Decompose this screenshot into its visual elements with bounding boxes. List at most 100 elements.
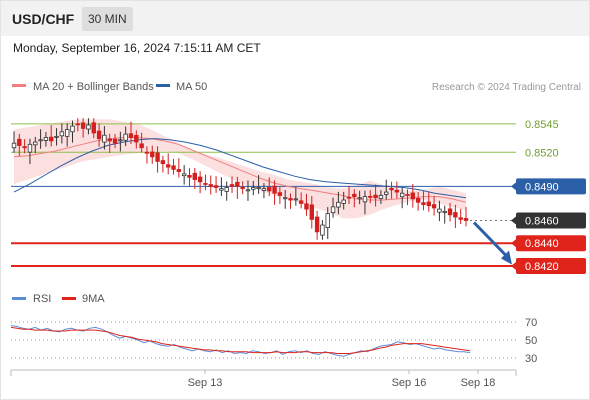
candle-body [27,143,33,153]
candle-body [458,217,463,220]
candle-body [160,160,166,165]
candle-body [405,194,410,196]
rsi-line [10,325,471,357]
level-tag-pointer-0-8460 [511,216,516,225]
candle-body [123,133,128,141]
candle-body [38,139,43,142]
ma9-legend-swatch [62,297,76,300]
candle-body [442,210,447,213]
ma20-legend-swatch [12,84,26,87]
candle-body [219,188,224,191]
candle-body [352,193,357,198]
candle-body [330,206,336,214]
candle-body [394,189,400,193]
candle-body [235,181,240,187]
candle-body [384,191,389,195]
candle-body [213,185,219,188]
forecast-arrow-shaft [472,221,509,258]
price-plot: 0.8545 0.8520 0.8490 0.8460 0.8440 0.8420 [11,118,586,274]
candle-body [144,151,150,154]
credit-text: Research © 2024 Trading Central [432,82,581,93]
level-label-0-8460: 0.8460 [525,215,559,227]
candle-body [357,197,362,200]
candle-body [91,122,96,134]
rsi-ma9-line [10,326,471,354]
candle-body [336,201,341,208]
candle-body [128,133,134,138]
candle-body [86,124,91,130]
candle-body [22,146,27,149]
candle-body [298,200,304,204]
candle-body [107,138,112,142]
rsi-legend-swatch [12,297,26,300]
candle-body [309,204,314,220]
candle-body [224,187,229,192]
level-tag-pointer-0-8420 [511,261,516,270]
candle-body [410,192,416,200]
rsi-legend-label: RSI [33,293,51,305]
candle-body [49,136,54,142]
candle-body [415,197,421,203]
candle-body [389,188,394,191]
candle-body [320,224,325,236]
candle-body [171,165,176,170]
candle-body [251,187,256,190]
level-label-0-8440: 0.8440 [525,238,559,250]
candle-body [245,189,251,192]
candle-body [325,213,330,229]
candle-body [59,131,65,137]
candle-body [362,196,368,203]
candle-body [267,187,272,192]
timeframe-button[interactable]: 30 MIN [82,7,133,31]
candle-body [447,208,453,216]
candle-body [256,187,261,189]
level-tag-0-8490 [516,178,586,195]
symbol-title: USD/CHF [12,11,75,27]
candle-body [378,195,384,200]
level-tag-0-8440 [516,235,586,252]
level-tag-pointer-0-8490 [511,182,516,191]
candle-body [314,216,320,233]
x-tick-label-sep18: Sep 18 [461,377,496,389]
candle-body [282,197,288,200]
candle-body [181,173,187,177]
candle-body [304,203,309,210]
candle-body [229,184,235,187]
candle-body [150,151,155,158]
level-label-0-8545: 0.8545 [525,119,559,131]
candle-body [192,172,197,180]
ma50-line [13,138,467,199]
candle-body [11,142,17,149]
candle-body [399,192,405,198]
candle-body [431,204,437,209]
candle-body [187,174,192,178]
candle-body [368,195,373,198]
x-tick-label-sep16: Sep 16 [392,377,427,389]
candle-body [64,129,70,137]
candle-body [346,196,352,199]
candle-body [293,198,299,201]
level-label-0-8520: 0.8520 [525,147,559,159]
rsi-plot: 70 50 30 [10,317,537,365]
candle-body [176,169,182,173]
candle-body [17,138,22,146]
ma50-legend-swatch [156,84,170,87]
candle-body [134,134,139,143]
candle-body [453,212,458,218]
candle-body [437,208,442,213]
candle-body [139,143,144,149]
x-tick-label-sep13: Sep 13 [188,377,223,389]
candle-body [373,194,378,199]
ma20-line [13,137,467,203]
candle-body [118,139,123,142]
candle-body [75,123,81,126]
chart-timestamp: Monday, September 16, 2024 7:15:11 AM CE… [13,41,261,55]
chart-header: USD/CHF 30 MIN [1,1,589,36]
candle-body [112,138,118,144]
time-axis: Sep 13 Sep 16 Sep 18 [10,369,517,389]
candle-body [102,134,107,143]
candle-body [463,218,469,221]
candle-body [54,135,59,138]
rsi-tick-label-70: 70 [525,317,537,329]
candle-body [166,164,171,168]
